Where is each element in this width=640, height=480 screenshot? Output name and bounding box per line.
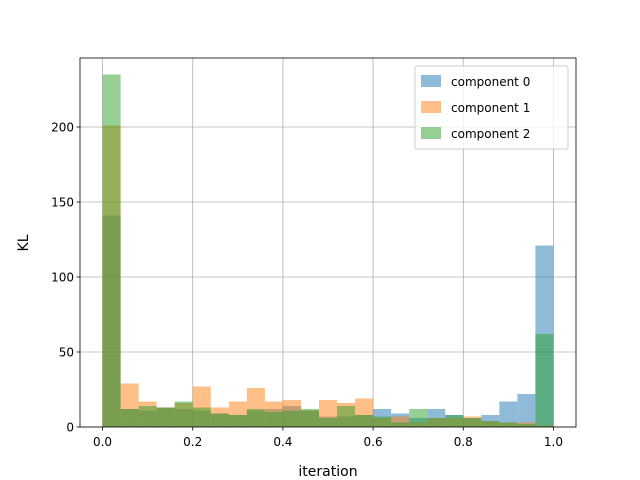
x-tick-label: 0.6 (364, 435, 383, 449)
legend-label-1: component 1 (451, 101, 530, 115)
legend-swatch-2 (421, 127, 441, 139)
bar-series-2-bin-13 (337, 406, 356, 427)
y-tick-label: 0 (66, 421, 74, 435)
bar-series-2-bin-11 (300, 409, 319, 427)
x-tick-label: 0.8 (454, 435, 473, 449)
bar-series-2-bin-19 (445, 415, 464, 427)
bar-series-2-bin-3 (156, 407, 175, 427)
bar-series-2-bin-23 (517, 424, 536, 427)
bar-series-2-bin-10 (282, 410, 301, 427)
y-axis-label: KL (16, 234, 32, 251)
bar-series-1-bin-16 (391, 416, 410, 427)
bar-series-0-bin-22 (499, 401, 518, 427)
x-tick-label: 0.4 (273, 435, 292, 449)
legend: component 0 component 1 component 2 (414, 65, 569, 150)
bar-series-2-bin-16 (391, 422, 410, 427)
bar-series-2-bin-24 (535, 334, 554, 427)
bar-series-2-bin-14 (355, 415, 374, 427)
legend-label-0: component 0 (451, 75, 530, 89)
legend-label-2: component 2 (451, 127, 530, 141)
x-tick-label: 0.2 (183, 435, 202, 449)
y-tick-label: 150 (51, 196, 74, 210)
bar-series-2-bin-6 (210, 413, 229, 427)
y-tick-label: 50 (59, 346, 74, 360)
bar-series-2-bin-22 (499, 422, 518, 427)
axis-ticks: 0.0 0.2 0.4 0.6 0.8 1.0 0 50 100 150 200 (51, 121, 563, 450)
bar-series-2-bin-5 (192, 407, 211, 427)
bar-series-2-bin-8 (246, 409, 265, 427)
legend-swatch-0 (421, 75, 441, 87)
bar-series-2-bin-12 (318, 418, 338, 427)
plot-frame (79, 57, 577, 428)
legend-swatch-1 (421, 101, 441, 113)
bar-series-2-bin-18 (427, 418, 446, 427)
bar-series-2-bin-15 (373, 416, 392, 427)
bar-series-2-bin-7 (228, 415, 247, 427)
histogram-bars (102, 74, 554, 427)
x-axis-label: iteration (298, 464, 357, 480)
bar-series-2-bin-9 (264, 412, 283, 427)
y-tick-label: 100 (51, 271, 74, 285)
y-tick-label: 200 (51, 121, 74, 135)
bar-series-2-bin-0 (102, 74, 121, 427)
x-tick-label: 0.0 (93, 435, 112, 449)
bar-series-2-bin-4 (174, 401, 193, 427)
bar-series-2-bin-1 (120, 409, 139, 427)
bar-series-2-bin-2 (138, 406, 157, 427)
x-tick-label: 1.0 (544, 435, 563, 449)
bar-series-0-bin-23 (517, 394, 536, 427)
bar-series-2-bin-20 (463, 418, 482, 427)
legend-box (414, 65, 569, 150)
bar-series-2-bin-17 (409, 409, 428, 427)
bar-series-2-bin-21 (481, 421, 500, 427)
